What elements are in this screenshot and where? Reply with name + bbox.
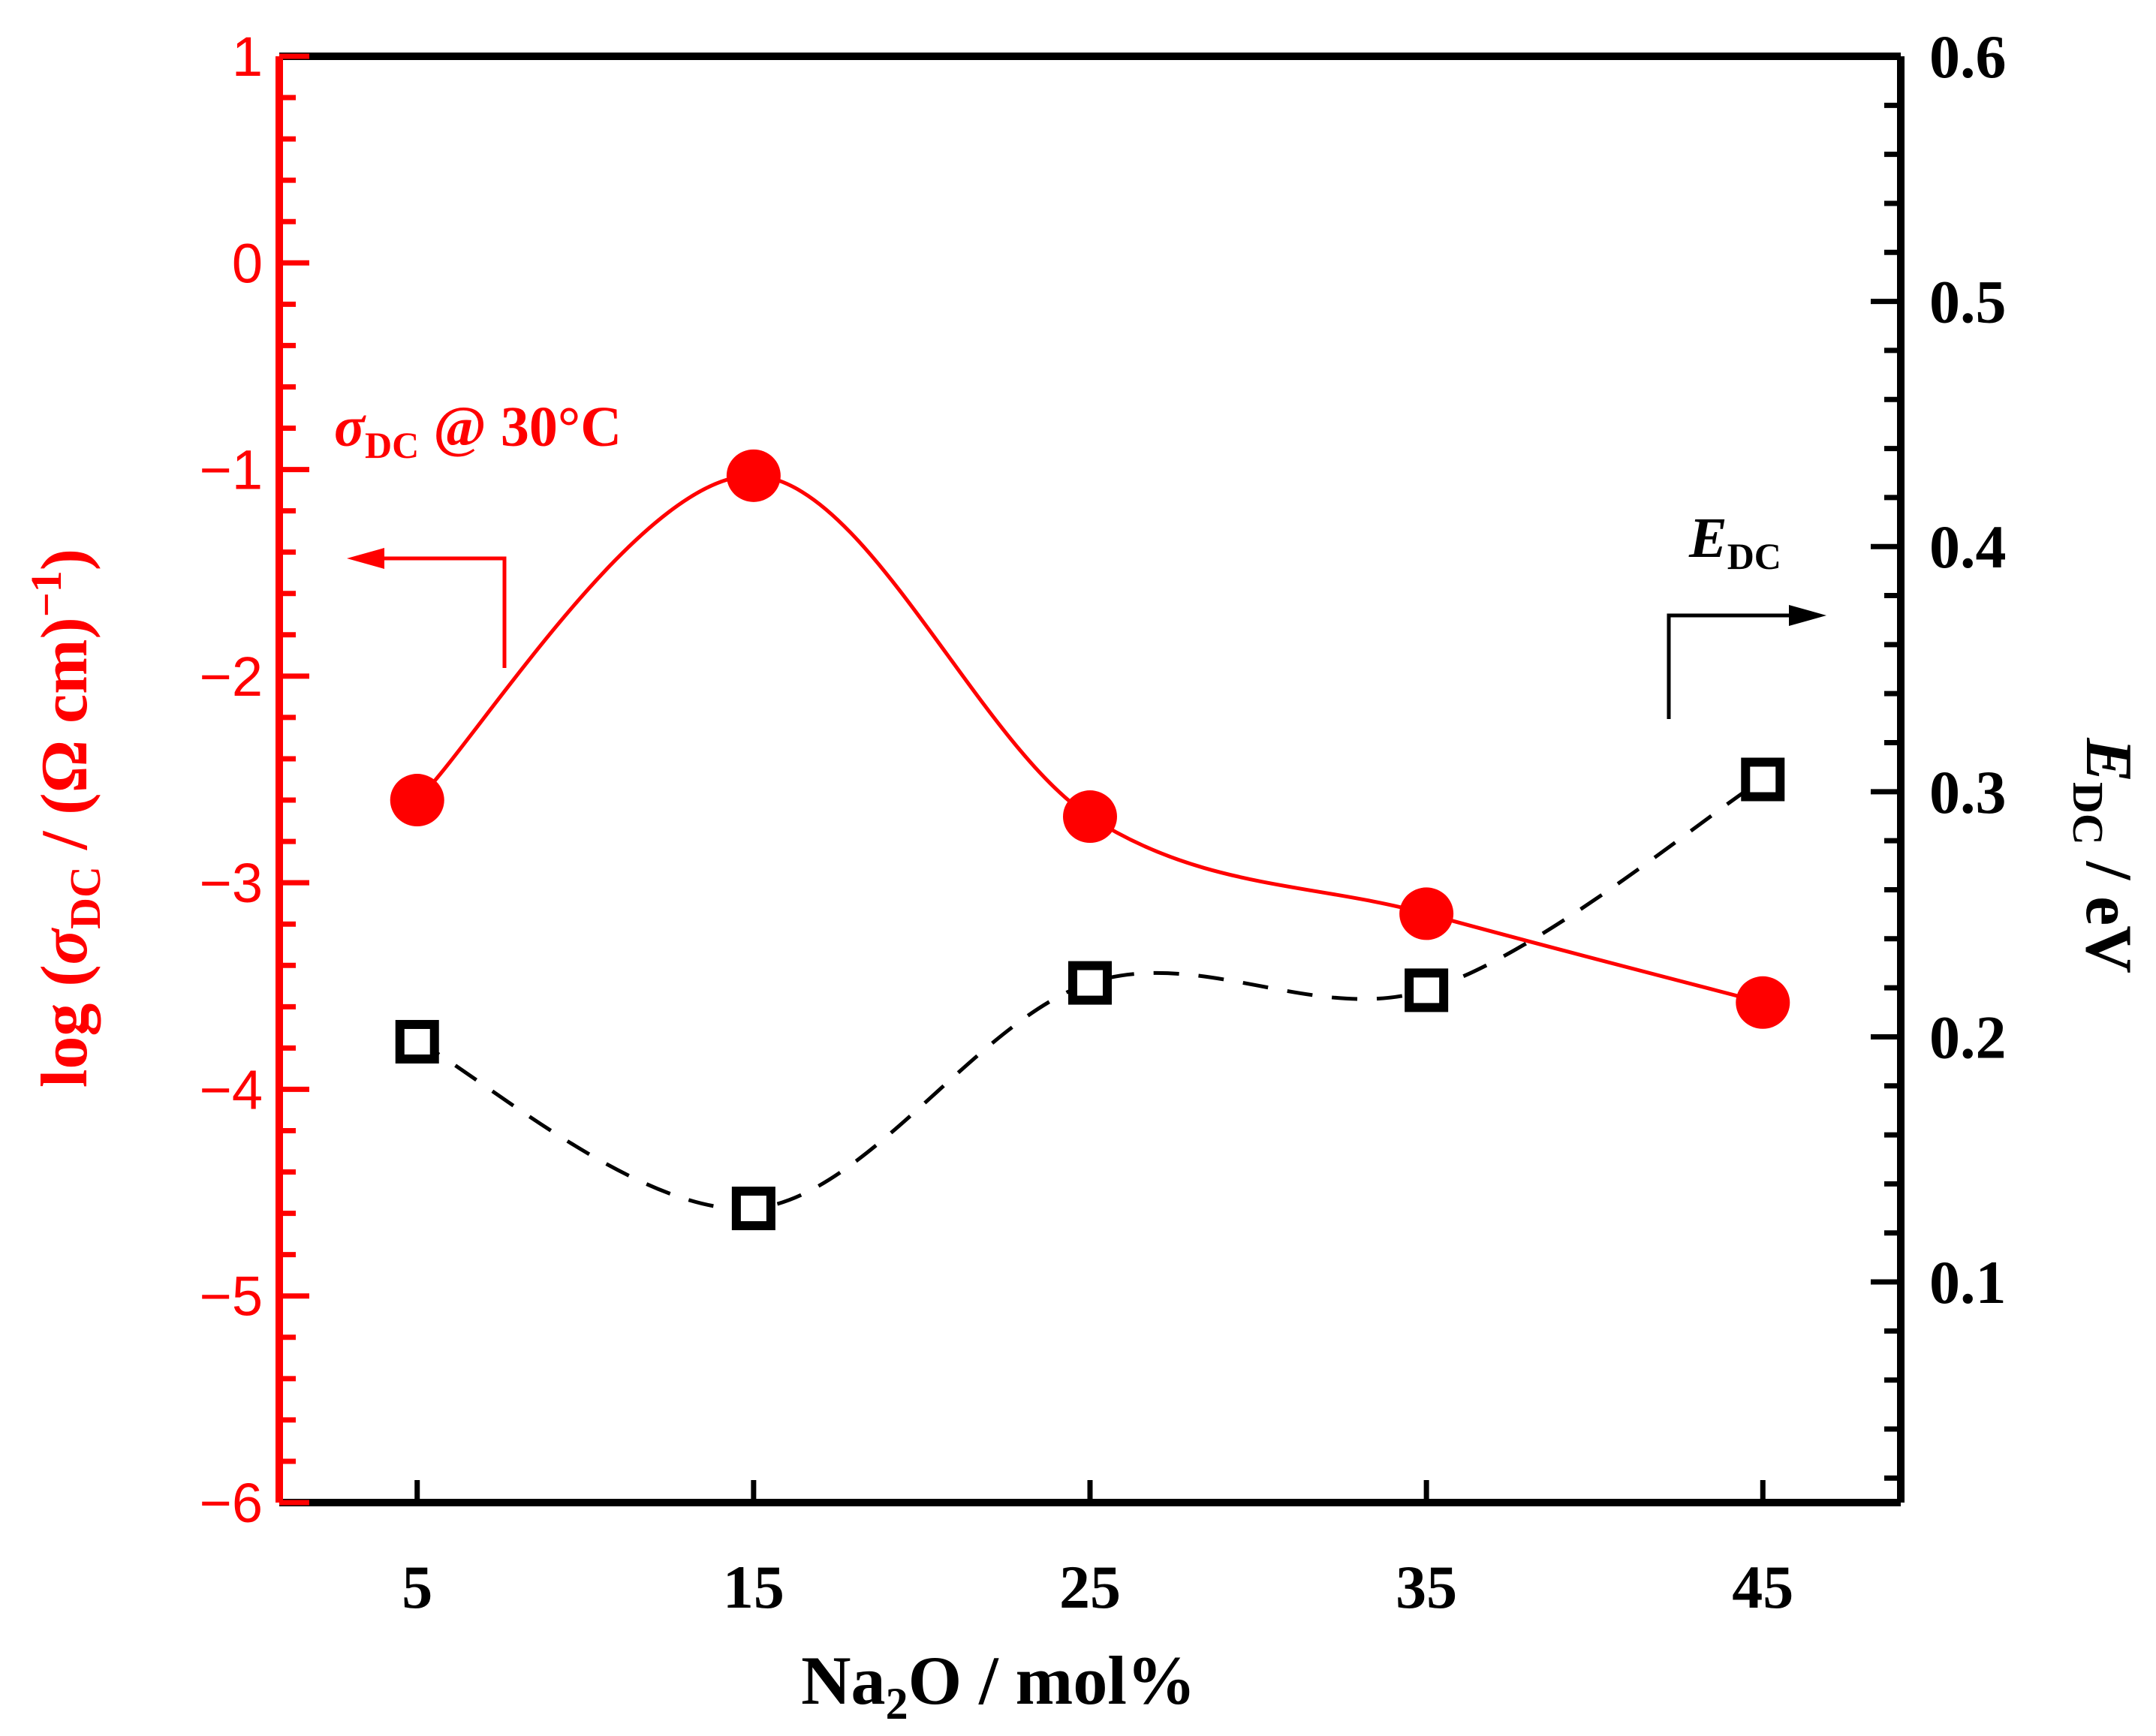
series-1-point-2 bbox=[1068, 961, 1112, 1005]
x-tick-label: 5 bbox=[402, 1553, 432, 1621]
edc-annotation: EDC bbox=[1688, 507, 1781, 577]
edc-arrowhead-icon bbox=[1789, 605, 1826, 626]
sigma-arrow-icon bbox=[375, 556, 507, 668]
series-1-point-3 bbox=[1405, 968, 1449, 1012]
right-tick-label: 0.4 bbox=[1929, 513, 2007, 581]
series-1-point-1 bbox=[731, 1187, 775, 1231]
series-1-point-0 bbox=[395, 1019, 439, 1064]
left-tick-label: −2 bbox=[200, 645, 263, 708]
sigma-arrowhead-icon bbox=[347, 548, 384, 569]
left-tick-label: −4 bbox=[200, 1058, 263, 1121]
left-tick-label: −6 bbox=[200, 1472, 263, 1534]
series-0-point-1 bbox=[726, 449, 781, 502]
x-tick-label: 15 bbox=[723, 1553, 784, 1621]
right-tick-label: 0.2 bbox=[1929, 1003, 2007, 1071]
left-tick-label: −1 bbox=[200, 439, 263, 501]
left-tick-label: 0 bbox=[232, 232, 263, 294]
right-tick-label: 0.3 bbox=[1929, 758, 2007, 826]
series-0-line bbox=[415, 474, 1763, 1005]
series-0-point-0 bbox=[390, 774, 444, 827]
x-axis-label: Na2O / mol% bbox=[801, 1642, 1196, 1728]
right-axis-label: EDC / eV bbox=[2064, 737, 2145, 973]
x-tick-label: 25 bbox=[1059, 1553, 1121, 1621]
series-0-point-2 bbox=[1063, 790, 1117, 844]
series-1-point-4 bbox=[1741, 757, 1785, 802]
axes: 5 15 25 35 45 1 0 −1 −2 −3 −4 −5 −6 0.6 0.5 0.4 0.3 0.2 0.… bbox=[200, 23, 2007, 1621]
left-tick-label: 1 bbox=[232, 26, 263, 88]
left-axis-label: log (σDC / (Ω cm)−1) bbox=[22, 549, 110, 1088]
right-tick-label: 0.5 bbox=[1929, 268, 2007, 336]
x-tick-label: 45 bbox=[1732, 1553, 1793, 1621]
left-tick-label: −5 bbox=[200, 1265, 263, 1328]
series-0-point-4 bbox=[1736, 976, 1790, 1029]
edc-arrow-icon bbox=[1667, 613, 1798, 719]
series-0-point-3 bbox=[1399, 887, 1454, 940]
left-tick-label: −3 bbox=[200, 852, 263, 914]
right-tick-label: 0.6 bbox=[1929, 23, 2007, 91]
x-tick-label: 35 bbox=[1396, 1553, 1457, 1621]
sigma-annotation: σDC @ 30°C bbox=[334, 396, 622, 466]
right-tick-label: 0.1 bbox=[1929, 1248, 2007, 1316]
data-marks bbox=[390, 449, 1790, 1231]
